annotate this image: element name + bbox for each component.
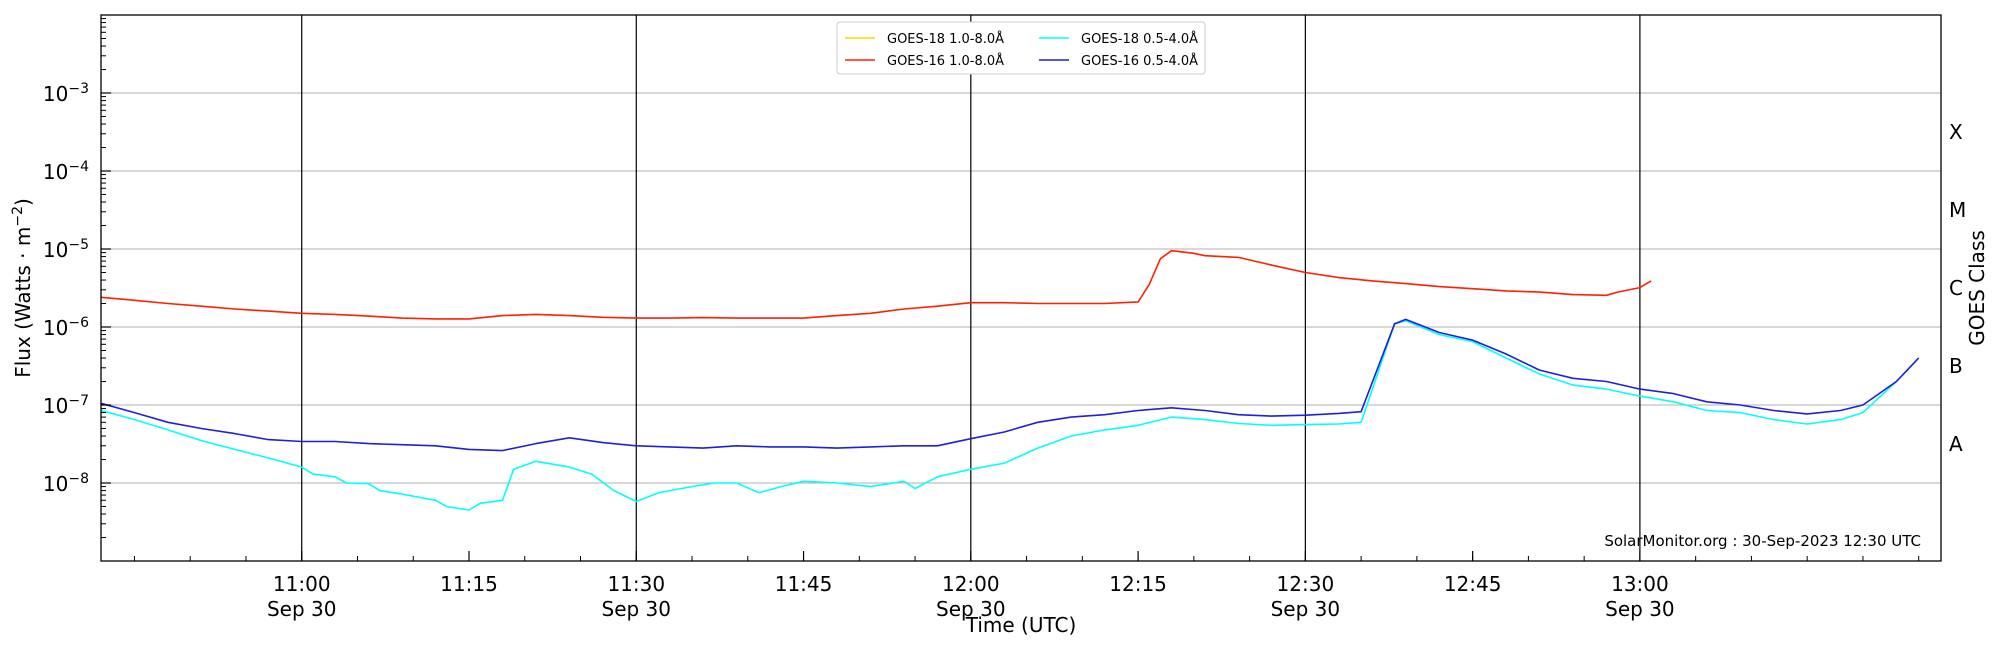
x-tick-label: 13:00 (1611, 572, 1669, 596)
goes-class-layer: A B C M X (1949, 120, 1966, 456)
legend: GOES-18 1.0-8.0Å GOES-16 1.0-8.0Å GOES-18 … (836, 21, 1206, 75)
goes-class-label: C (1949, 276, 1963, 300)
y-tick-base: 10 (43, 472, 68, 496)
x-tick-label: 11:00 (273, 572, 331, 596)
y-axis-title: Flux (Watts · m−2) (10, 198, 35, 378)
y-tick-exponent: −8 (68, 471, 89, 487)
y-axis-title-sup: −2 (10, 206, 26, 227)
goes-class-label: X (1949, 120, 1963, 144)
y-tick-label: 10−3 (43, 81, 89, 106)
x-tick-date-label: Sep 30 (1605, 597, 1675, 621)
x-tick-date-label: Sep 30 (936, 597, 1006, 621)
x-tick-label: 12:15 (1109, 572, 1167, 596)
x-tick-date-label: Sep 30 (602, 597, 672, 621)
y-tick-base: 10 (43, 238, 68, 262)
x-axis-title: Time (UTC) (965, 613, 1077, 637)
right-axis-title: GOES Class (1965, 230, 1989, 346)
legend-label: GOES-16 0.5-4.0Å (1081, 53, 1198, 69)
goes-class-label: B (1949, 354, 1963, 378)
x-tick-date-label: Sep 30 (267, 597, 337, 621)
legend-box (836, 21, 1206, 75)
y-tick-exponent: −3 (68, 81, 89, 97)
y-tick-exponent: −6 (68, 315, 89, 331)
goes-class-label: A (1949, 432, 1963, 456)
y-tick-base: 10 (43, 394, 68, 418)
y-tick-exponent: −7 (68, 393, 89, 409)
plot-frame (100, 14, 1942, 562)
legend-label: GOES-18 1.0-8.0Å (887, 31, 1004, 47)
y-tick-base: 10 (43, 82, 68, 106)
series-line-2 (100, 320, 1920, 511)
y-tick-label: 10−5 (43, 237, 89, 262)
y-tick-base: 10 (43, 160, 68, 184)
x-tick-label: 11:30 (607, 572, 665, 596)
y-axis-title-main: Flux (Watts · m (11, 227, 35, 378)
x-tick-label: 12:00 (942, 572, 1000, 596)
series-line-1 (100, 249, 1652, 320)
legend-label: GOES-18 0.5-4.0Å (1081, 31, 1198, 47)
y-tick-label: 10−8 (43, 471, 89, 496)
grid-layer (101, 92, 1941, 484)
series-layer (100, 249, 1920, 511)
x-tick-date-label: Sep 30 (1271, 597, 1341, 621)
y-tick-exponent: −5 (68, 237, 89, 253)
y-tick-label: 10−4 (43, 159, 89, 184)
y-axis-title-close: ) (11, 198, 35, 206)
legend-label: GOES-16 1.0-8.0Å (887, 53, 1004, 69)
y-tick-label: 10−7 (43, 393, 89, 418)
series-line-3 (100, 318, 1920, 452)
x-tick-label: 11:45 (775, 572, 833, 596)
x-tick-label: 11:15 (440, 572, 498, 596)
y-tick-label: 10−6 (43, 315, 89, 340)
x-tick-label: 12:30 (1277, 572, 1335, 596)
goes-class-label: M (1949, 198, 1966, 222)
watermark-text: SolarMonitor.org : 30-Sep-2023 12:30 UTC (1604, 532, 1921, 550)
y-tick-base: 10 (43, 316, 68, 340)
y-tick-exponent: −4 (68, 159, 89, 175)
x-tick-label: 12:45 (1444, 572, 1502, 596)
